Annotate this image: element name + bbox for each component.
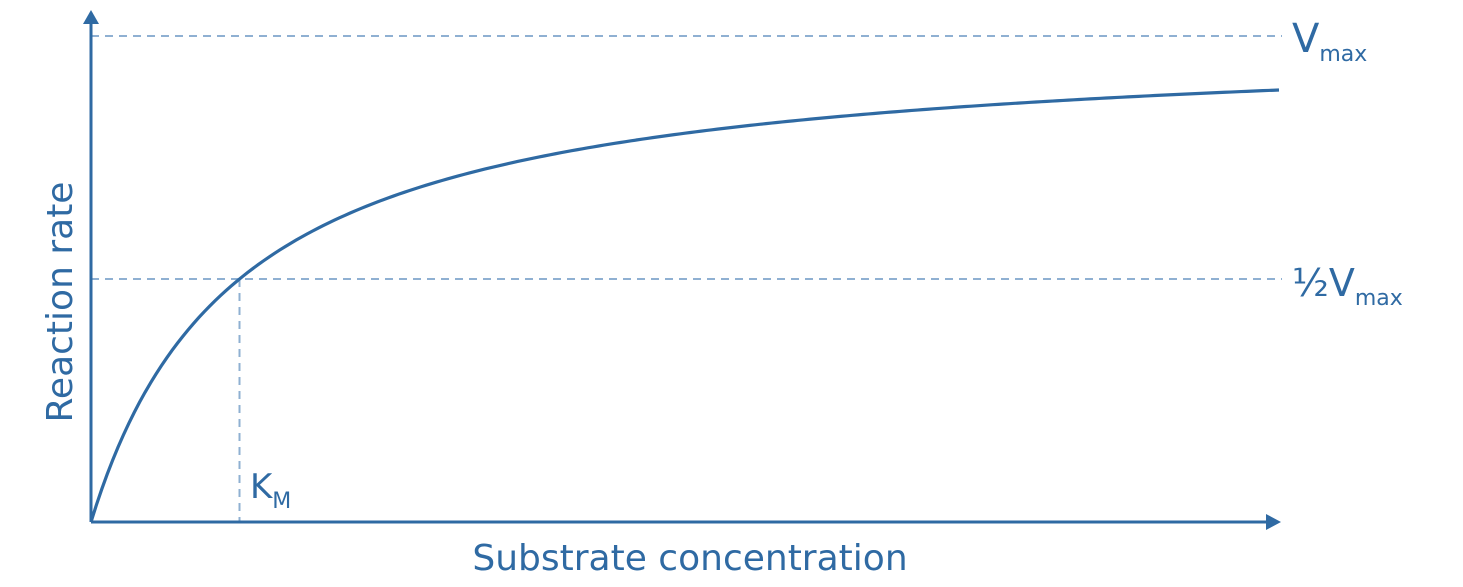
x-axis-label: Substrate concentration <box>472 538 907 579</box>
half-vmax-prefix-text: ½V <box>1292 261 1355 305</box>
half-vmax-sub-text: max <box>1355 286 1403 311</box>
y-axis-label: Reaction rate <box>40 182 81 423</box>
km-sub-text: M <box>272 489 291 514</box>
half-vmax-label: ½Vmax <box>1292 261 1403 311</box>
guide-lines <box>91 35 1282 522</box>
km-main-text: K <box>250 467 274 507</box>
vmax-main-text: V <box>1292 16 1320 62</box>
curve-layer <box>89 88 1280 523</box>
km-label: KM <box>250 467 291 514</box>
y-axis-arrow-icon <box>83 10 99 24</box>
reaction-rate-curve <box>89 88 1280 523</box>
axes <box>83 10 1281 530</box>
x-axis-arrow-icon <box>1266 514 1281 530</box>
vmax-sub-text: max <box>1319 42 1367 67</box>
vmax-label: Vmax <box>1292 16 1367 67</box>
